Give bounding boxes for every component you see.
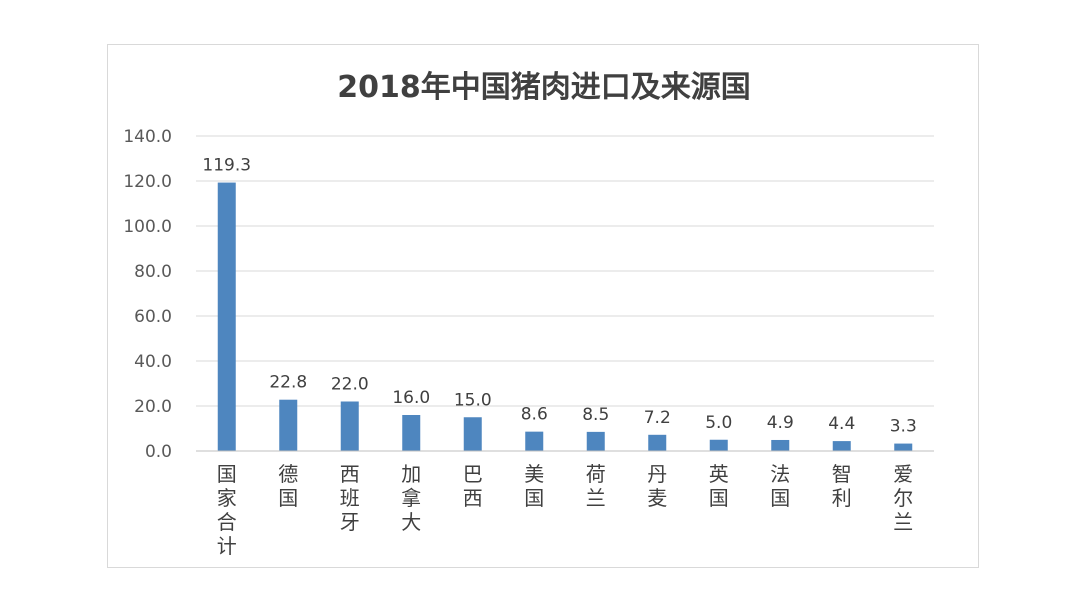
bar bbox=[340, 401, 359, 451]
category-label: 法国 bbox=[770, 462, 790, 510]
category-label: 爱尔兰 bbox=[893, 462, 913, 534]
chart-title: 2018年中国猪肉进口及来源国 bbox=[337, 70, 751, 105]
bar bbox=[217, 182, 236, 451]
chart-frame: 2018年中国猪肉进口及来源国 0.0 20.0 40.0 60.0 80.0 100.0… bbox=[107, 44, 979, 568]
y-axis-ticks: 0.0 20.0 40.0 60.0 80.0 100.0 120.0 140.0 bbox=[123, 127, 172, 462]
category-label: 国家合计 bbox=[217, 462, 237, 558]
data-label: 5.0 bbox=[705, 413, 732, 433]
data-label: 119.3 bbox=[202, 156, 251, 176]
bar bbox=[894, 443, 913, 451]
gridlines bbox=[196, 135, 934, 407]
bar bbox=[402, 415, 421, 451]
y-tick-label: 20.0 bbox=[134, 397, 172, 417]
bar bbox=[709, 439, 728, 451]
bar-chart: 2018年中国猪肉进口及来源国 0.0 20.0 40.0 60.0 80.0 100.0… bbox=[123, 70, 934, 558]
category-label: 美国 bbox=[524, 462, 544, 510]
category-label: 智利 bbox=[832, 462, 852, 510]
category-label: 德国 bbox=[278, 462, 298, 510]
data-label: 4.9 bbox=[767, 413, 794, 433]
y-tick-label: 0.0 bbox=[145, 442, 172, 462]
bar bbox=[279, 399, 298, 451]
category-label: 加拿大 bbox=[401, 462, 421, 534]
category-label: 荷兰 bbox=[586, 462, 606, 510]
y-tick-label: 40.0 bbox=[134, 352, 172, 372]
bar bbox=[463, 417, 482, 451]
bar bbox=[832, 441, 851, 451]
data-label: 4.4 bbox=[828, 414, 855, 434]
y-tick-label: 140.0 bbox=[123, 127, 172, 147]
data-label: 8.5 bbox=[582, 405, 609, 425]
category-label: 丹麦 bbox=[647, 462, 667, 510]
y-tick-label: 100.0 bbox=[123, 217, 172, 237]
data-label: 15.0 bbox=[454, 390, 492, 410]
y-tick-label: 120.0 bbox=[123, 172, 172, 192]
bar bbox=[586, 431, 605, 451]
category-label: 西班牙 bbox=[340, 462, 360, 534]
y-tick-label: 60.0 bbox=[134, 307, 172, 327]
bar bbox=[648, 434, 667, 451]
data-label: 22.8 bbox=[269, 373, 307, 393]
category-label: 英国 bbox=[709, 462, 729, 510]
bar bbox=[771, 439, 790, 451]
data-label: 8.6 bbox=[521, 405, 548, 425]
bar bbox=[525, 431, 544, 451]
y-tick-label: 80.0 bbox=[134, 262, 172, 282]
category-label: 巴西 bbox=[463, 462, 483, 510]
bars bbox=[217, 182, 913, 451]
data-label: 3.3 bbox=[890, 417, 917, 437]
data-label: 7.2 bbox=[644, 408, 671, 428]
data-label: 22.0 bbox=[331, 375, 369, 395]
data-label: 16.0 bbox=[392, 388, 430, 408]
data-labels: 119.3 22.8 22.0 16.0 15.0 8.6 8.5 7.2 5.0 4.9 4.4 3… bbox=[202, 156, 916, 437]
